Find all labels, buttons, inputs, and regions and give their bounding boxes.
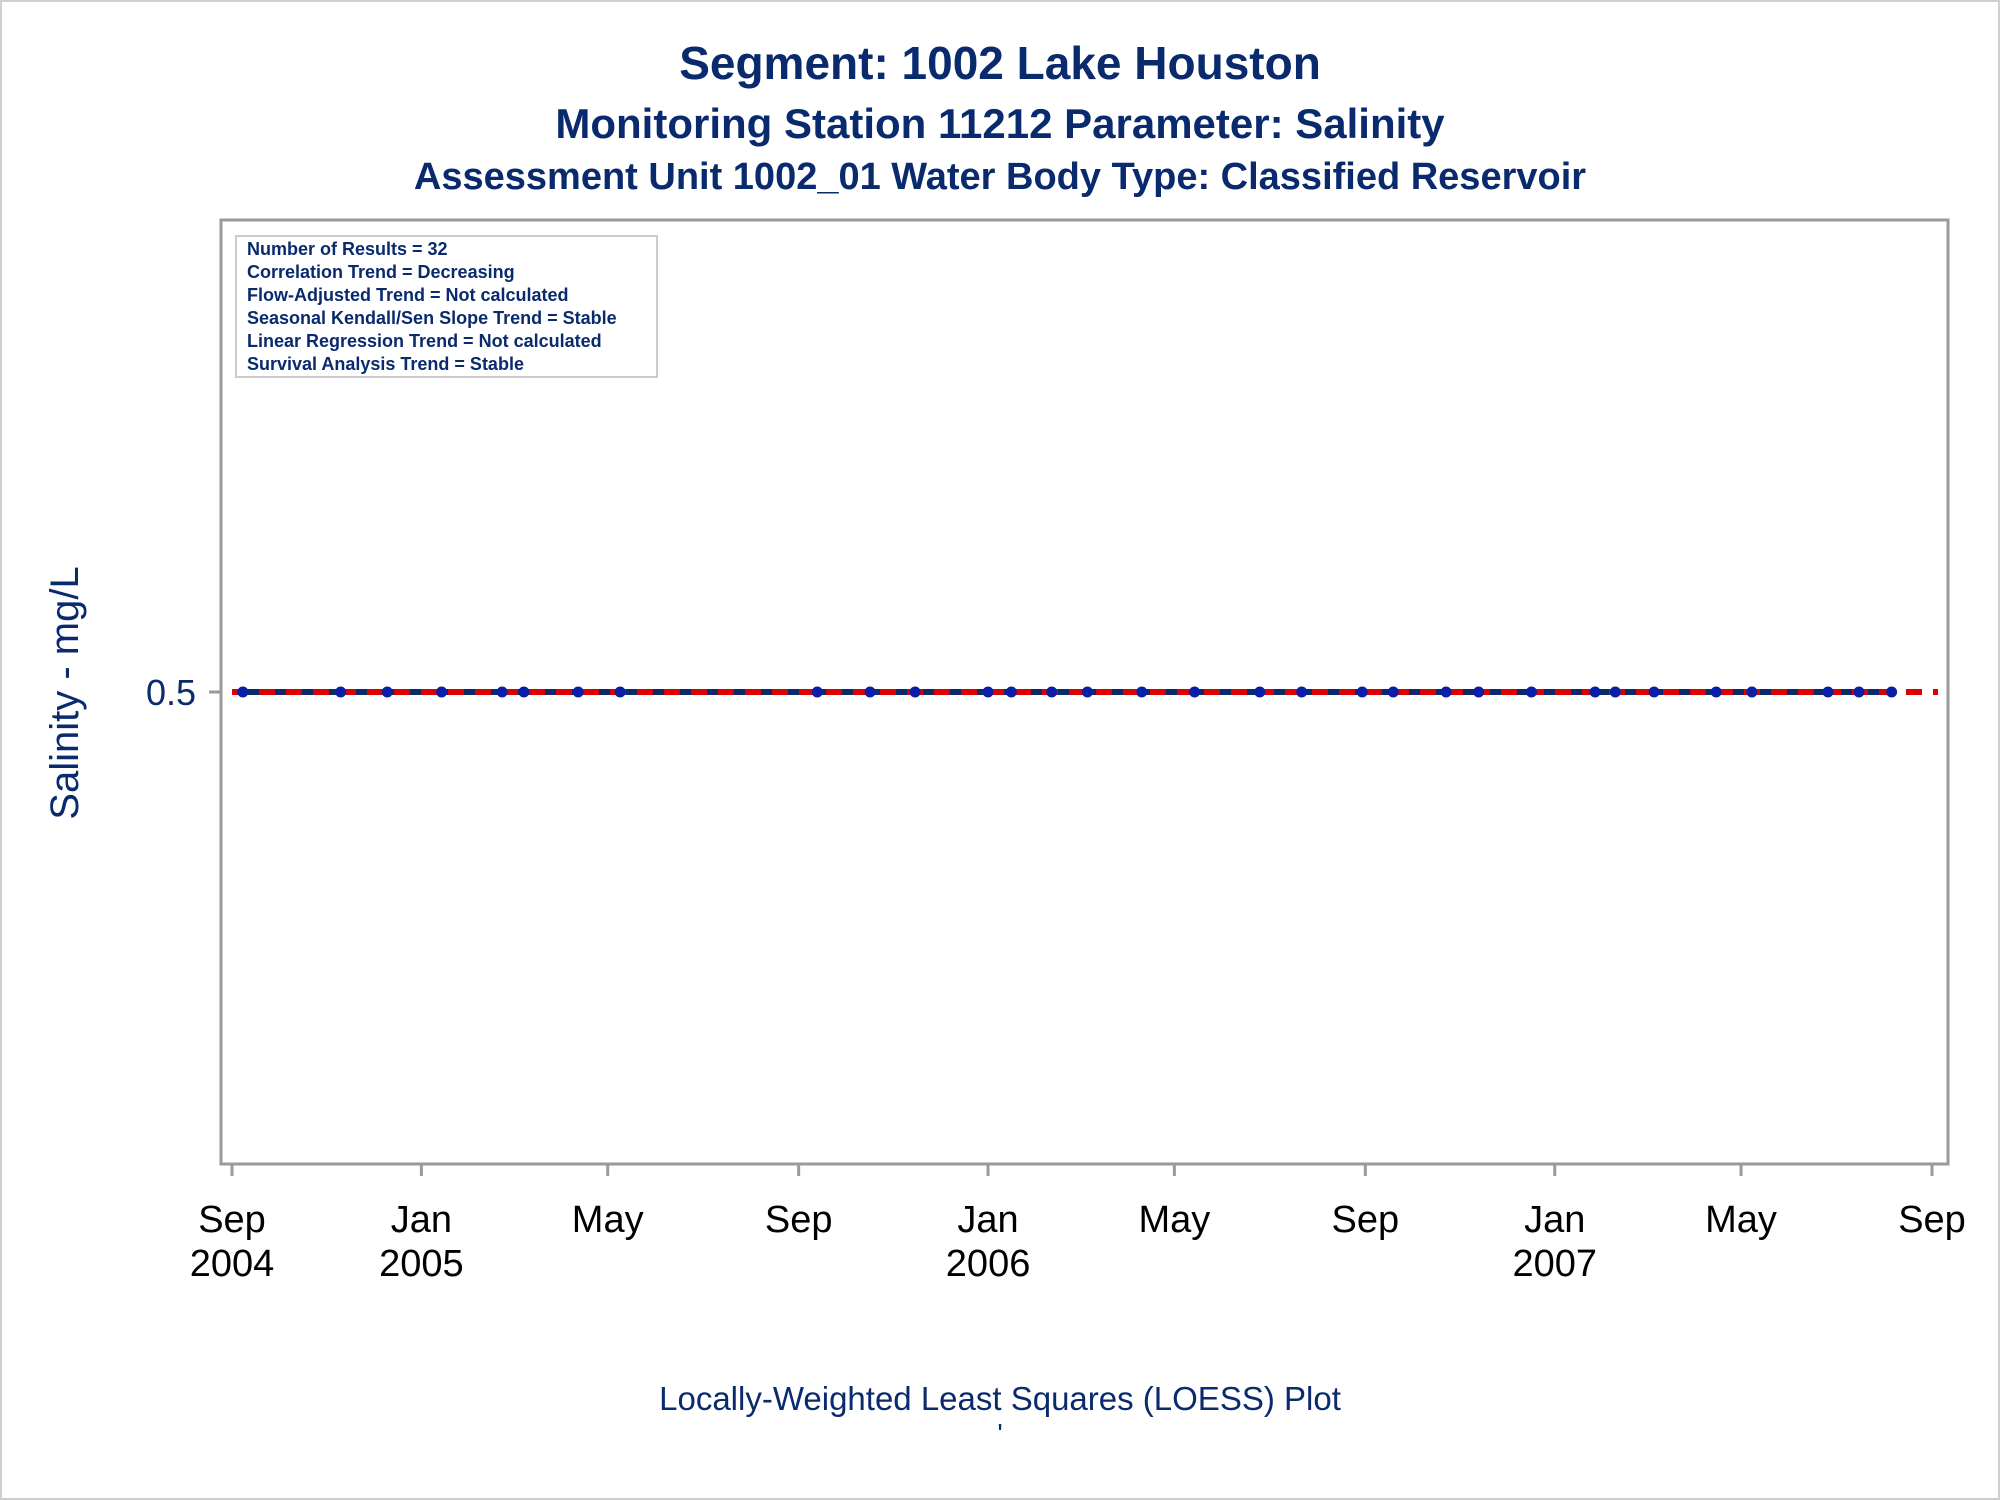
- x-tick-label: Jan: [1524, 1199, 1585, 1241]
- stats-line: Linear Regression Trend = Not calculated: [247, 331, 602, 351]
- x-tick-label: Jan: [957, 1199, 1018, 1241]
- data-point: [496, 686, 508, 698]
- data-point: [1648, 686, 1660, 698]
- x-tick-label: Jan: [391, 1199, 452, 1241]
- x-tick-label: Sep: [198, 1199, 266, 1241]
- data-point: [1046, 686, 1058, 698]
- y-axis: 0.5: [146, 672, 221, 713]
- chart-subtitle-2: Assessment Unit 1002_01 Water Body Type:…: [413, 156, 1587, 198]
- y-tick-label: 0.5: [146, 672, 196, 713]
- data-point: [1609, 686, 1621, 698]
- data-point: [1387, 686, 1399, 698]
- data-point: [1296, 686, 1308, 698]
- x-tick-label-year: 2005: [379, 1243, 464, 1285]
- stats-line: Correlation Trend = Decreasing: [247, 262, 515, 282]
- stats-box: Number of Results = 32 Correlation Trend …: [235, 235, 658, 378]
- data-point: [1822, 686, 1834, 698]
- footnote-mark: ': [997, 1418, 1003, 1449]
- stats-line: Number of Results = 32: [247, 239, 448, 259]
- series-layer: [232, 686, 1938, 698]
- x-tick-label-year: 2007: [1512, 1243, 1597, 1285]
- data-point: [811, 686, 823, 698]
- data-point: [1356, 686, 1368, 698]
- x-tick-label: Sep: [1332, 1199, 1400, 1241]
- data-point: [1440, 686, 1452, 698]
- data-point: [909, 686, 921, 698]
- y-axis-label: Salinity - mg/L: [43, 566, 87, 819]
- data-point: [982, 686, 994, 698]
- data-point: [572, 686, 584, 698]
- x-tick-label: Sep: [1898, 1199, 1966, 1241]
- data-point: [1081, 686, 1093, 698]
- x-tick-label-year: 2004: [190, 1243, 275, 1285]
- x-tick-label-year: 2006: [946, 1243, 1031, 1285]
- data-point: [1746, 686, 1758, 698]
- stats-line: Flow-Adjusted Trend = Not calculated: [247, 285, 569, 305]
- data-point: [1005, 686, 1017, 698]
- data-point: [436, 686, 448, 698]
- data-point: [1886, 686, 1898, 698]
- data-point: [1853, 686, 1865, 698]
- data-point: [1254, 686, 1266, 698]
- x-tick-label: May: [1705, 1199, 1777, 1241]
- data-point: [1525, 686, 1537, 698]
- x-tick-label: May: [1138, 1199, 1210, 1241]
- data-point: [1589, 686, 1601, 698]
- x-tick-label: Sep: [765, 1199, 833, 1241]
- data-point: [614, 686, 626, 698]
- chart-title: Segment: 1002 Lake Houston: [679, 37, 1321, 89]
- footnote: Locally-Weighted Least Squares (LOESS) P…: [659, 1380, 1341, 1417]
- data-point: [335, 686, 347, 698]
- x-tick-label: May: [572, 1199, 644, 1241]
- data-point: [1473, 686, 1485, 698]
- stats-box-border: [235, 235, 658, 378]
- stats-line: Seasonal Kendall/Sen Slope Trend = Stabl…: [247, 308, 617, 328]
- data-point: [1710, 686, 1722, 698]
- data-point: [237, 686, 249, 698]
- data-point: [1189, 686, 1201, 698]
- data-point: [864, 686, 876, 698]
- chart-subtitle: Monitoring Station 11212 Parameter: Sali…: [555, 100, 1445, 147]
- data-point: [1136, 686, 1148, 698]
- data-point: [381, 686, 393, 698]
- data-point: [518, 686, 530, 698]
- stats-line: Survival Analysis Trend = Stable: [247, 354, 524, 374]
